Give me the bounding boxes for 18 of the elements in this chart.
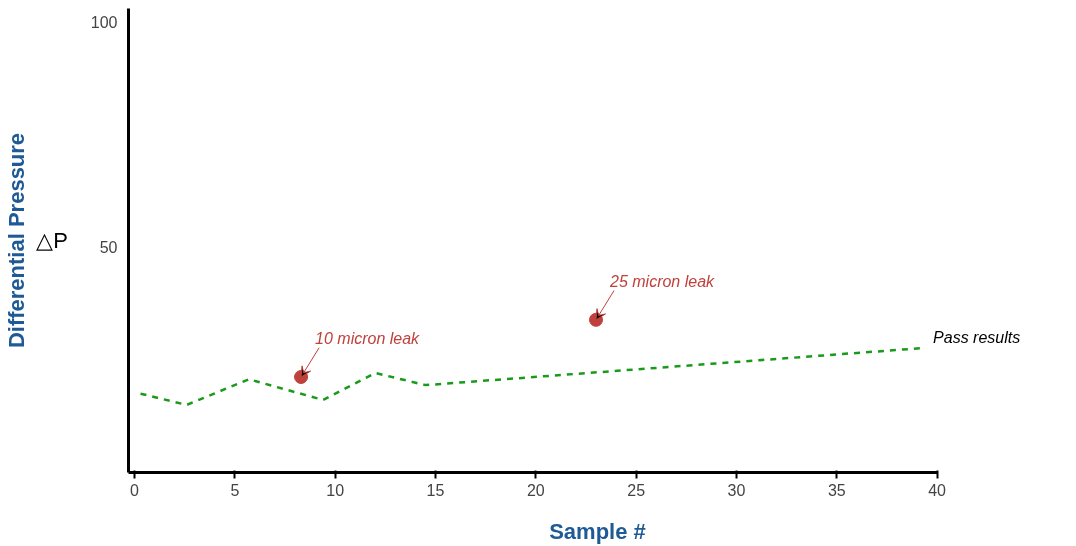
y-tick-label: 100 — [90, 14, 118, 32]
line-series — [139, 346, 923, 407]
x-tick-label: 25 — [627, 481, 646, 499]
x-tick-label: 0 — [130, 481, 140, 499]
text: △P — [36, 228, 68, 253]
y-tick-label: 50 — [99, 239, 118, 257]
x-tick-label: 40 — [928, 481, 947, 499]
x-tick-label: 35 — [827, 481, 846, 499]
annotation: 25 micron leak — [609, 272, 716, 290]
x-tick-label: 5 — [230, 481, 240, 499]
series-label: Pass results — [933, 329, 1021, 347]
x-tick-label: 30 — [727, 481, 746, 499]
x-tick-label: 15 — [426, 481, 445, 499]
x-tick-label: 20 — [526, 481, 545, 499]
annotation: 10 micron leak — [315, 330, 421, 347]
y-axis-title: Differential Pressure — [3, 132, 29, 349]
x-axis-title: Sample # — [549, 518, 646, 544]
x-tick-label: 10 — [326, 481, 345, 499]
